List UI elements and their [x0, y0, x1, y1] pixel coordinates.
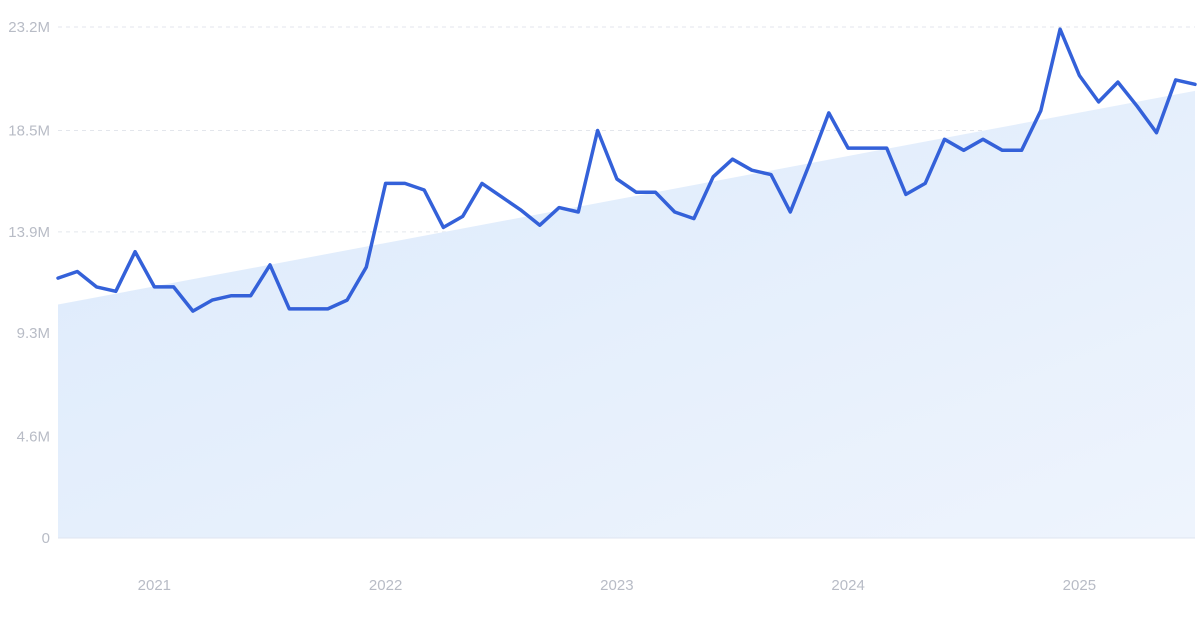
- trend-area-layer: [58, 90, 1195, 539]
- x-tick-label: 2025: [1063, 577, 1096, 594]
- series-line: [56, 27, 1197, 313]
- trend-area: [58, 90, 1195, 538]
- x-axis-ticks: 2021 2022 2023 2024 2025: [138, 577, 1096, 594]
- y-tick-label: 0: [42, 530, 50, 547]
- x-tick-label: 2024: [831, 577, 864, 594]
- x-tick-label: 2023: [600, 577, 633, 594]
- y-tick-label: 23.2M: [8, 19, 50, 36]
- y-tick-label: 18.5M: [8, 123, 50, 140]
- x-tick-label: 2022: [369, 577, 402, 594]
- y-axis-ticks: 0 4.6M 9.3M 13.9M 18.5M 23.2M: [8, 19, 50, 547]
- series-line-layer: [56, 27, 1197, 313]
- y-tick-label: 4.6M: [17, 429, 50, 446]
- y-tick-label: 13.9M: [8, 224, 50, 241]
- y-tick-label: 9.3M: [17, 325, 50, 342]
- x-tick-label: 2021: [138, 577, 171, 594]
